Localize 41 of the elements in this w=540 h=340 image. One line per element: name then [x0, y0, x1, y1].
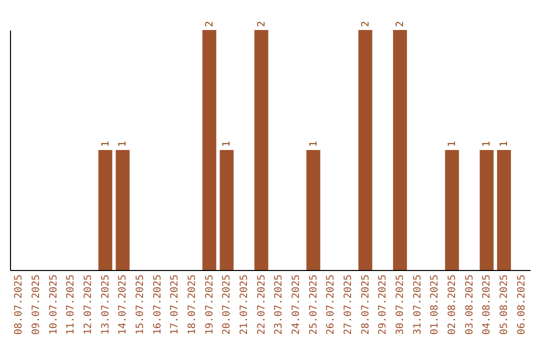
x-tick-label: 11.07.2025 — [66, 274, 77, 335]
x-tick-label: 13.07.2025 — [100, 274, 112, 335]
x-tick-label: 15.07.2025 — [135, 274, 146, 335]
x-tick-label: 09.07.2025 — [31, 274, 42, 335]
x-tick-label: 08.07.2025 — [14, 274, 25, 335]
x-tick-label: 21.07.2025 — [239, 274, 250, 335]
x-tick-label: 24.07.2025 — [291, 274, 302, 335]
data-label: 1 — [100, 140, 112, 147]
x-tick-label: 18.07.2025 — [187, 274, 198, 335]
x-tick-label: 12.07.2025 — [83, 274, 94, 335]
x-tick-label: 04.08.2025 — [482, 274, 493, 335]
x-tick-label: 26.07.2025 — [326, 274, 337, 335]
x-tick-label: 19.07.2025 — [204, 274, 216, 335]
x-tick-label: 06.08.2025 — [516, 274, 528, 335]
x-tick-label: 14.07.2025 — [118, 274, 129, 335]
x-tick-label: 01.08.2025 — [430, 274, 441, 335]
data-label: 2 — [360, 20, 372, 27]
x-tick-label: 20.07.2025 — [222, 274, 233, 335]
x-tick-label: 28.07.2025 — [360, 274, 372, 335]
x-tick-label: 03.08.2025 — [464, 274, 476, 335]
data-label: 2 — [204, 20, 216, 27]
x-tick-label: 16.07.2025 — [152, 274, 164, 335]
x-tick-label: 05.08.2025 — [499, 274, 510, 335]
data-label: 1 — [118, 140, 129, 147]
data-label: 1 — [499, 140, 510, 147]
x-tick-label: 17.07.2025 — [170, 274, 181, 335]
data-label: 1 — [222, 140, 233, 147]
x-tick-label: 27.07.2025 — [343, 274, 354, 335]
data-label: 2 — [256, 20, 268, 27]
data-label: 1 — [447, 140, 458, 147]
data-label: 1 — [482, 140, 493, 147]
x-tick-label: 31.07.2025 — [412, 274, 424, 335]
data-label: 1 — [308, 140, 320, 147]
x-tick-label: 25.07.2025 — [308, 274, 320, 335]
x-tick-label: 30.07.2025 — [395, 274, 406, 335]
x-tick-label: 22.07.2025 — [256, 274, 268, 335]
x-tick-label: 29.07.2025 — [378, 274, 389, 335]
x-tick-label: 23.07.2025 — [274, 274, 285, 335]
x-tick-label: 02.08.2025 — [447, 274, 458, 335]
x-tick-label: 10.07.2025 — [48, 274, 60, 335]
data-label: 2 — [395, 20, 406, 27]
